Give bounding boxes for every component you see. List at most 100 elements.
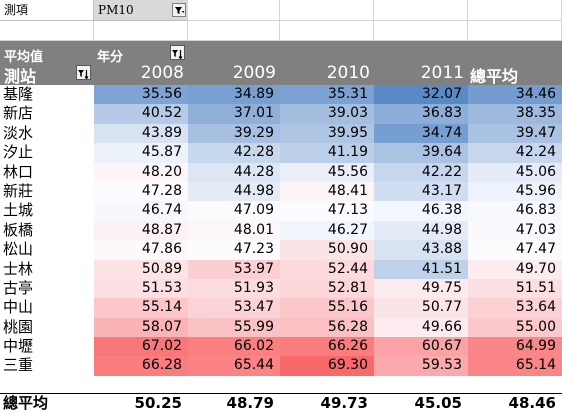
value-cell[interactable]: 37.01 (188, 104, 280, 124)
value-cell[interactable]: 50.90 (280, 240, 374, 260)
value-cell[interactable]: 47.86 (94, 240, 188, 260)
value-cell[interactable]: 44.98 (188, 181, 280, 202)
year-header-2011[interactable]: 2011 (420, 63, 464, 83)
value-cell[interactable]: 42.28 (188, 143, 280, 163)
station-label[interactable]: 松山 (0, 240, 94, 260)
value-cell[interactable]: 55.99 (188, 317, 280, 338)
value-cell[interactable]: 66.02 (188, 337, 280, 357)
value-cell[interactable]: 65.44 (188, 356, 280, 376)
year-header-2010[interactable]: 2010 (326, 63, 370, 83)
value-cell[interactable]: 34.89 (188, 85, 280, 105)
row-total-cell[interactable]: 46.83 (468, 201, 562, 221)
value-cell[interactable]: 42.22 (374, 162, 468, 182)
station-label[interactable]: 土城 (0, 201, 94, 221)
value-cell[interactable]: 32.07 (374, 85, 468, 105)
row-total-cell[interactable]: 42.24 (468, 143, 562, 163)
year-header-2009[interactable]: 2009 (232, 63, 276, 83)
station-label[interactable]: 士林 (0, 259, 94, 279)
column-filter-button[interactable] (170, 45, 185, 60)
row-total-cell[interactable]: 34.46 (468, 85, 562, 105)
value-cell[interactable]: 43.17 (374, 181, 468, 202)
value-cell[interactable]: 53.47 (188, 298, 280, 318)
grand-total-overall-cell[interactable]: 48.46 (508, 394, 556, 412)
row-total-cell[interactable]: 55.00 (468, 317, 562, 338)
value-cell[interactable]: 35.31 (280, 85, 374, 105)
grid-cell[interactable] (374, 21, 468, 41)
value-cell[interactable]: 51.93 (188, 278, 280, 299)
value-cell[interactable]: 67.02 (94, 337, 188, 357)
value-cell[interactable]: 59.53 (374, 356, 468, 376)
row-total-cell[interactable]: 64.99 (468, 337, 562, 357)
grand-total-cell[interactable]: 48.79 (226, 394, 274, 412)
grid-cell[interactable] (94, 21, 188, 41)
grid-cell[interactable] (280, 21, 374, 41)
filter-field-value[interactable]: PM10 (94, 0, 188, 21)
value-cell[interactable]: 47.28 (94, 181, 188, 202)
grand-total-cell[interactable]: 50.25 (134, 394, 182, 412)
station-label[interactable]: 三重 (0, 356, 94, 376)
row-total-cell[interactable]: 49.70 (468, 259, 562, 279)
value-cell[interactable]: 66.28 (94, 356, 188, 376)
year-header-2008[interactable]: 2008 (140, 63, 184, 83)
value-cell[interactable]: 39.64 (374, 143, 468, 163)
value-cell[interactable]: 69.30 (280, 356, 374, 376)
grand-total-cell[interactable]: 45.05 (414, 394, 462, 412)
station-label[interactable]: 林口 (0, 162, 94, 182)
value-cell[interactable]: 46.38 (374, 201, 468, 221)
row-total-cell[interactable]: 51.51 (468, 278, 562, 299)
value-cell[interactable]: 36.83 (374, 104, 468, 124)
value-cell[interactable]: 55.16 (280, 298, 374, 318)
value-cell[interactable]: 41.51 (374, 259, 468, 279)
value-cell[interactable]: 47.23 (188, 240, 280, 260)
station-label[interactable]: 古亭 (0, 278, 94, 299)
value-cell[interactable]: 53.97 (188, 259, 280, 279)
value-cell[interactable]: 34.74 (374, 123, 468, 144)
value-cell[interactable]: 60.67 (374, 337, 468, 357)
value-cell[interactable]: 48.20 (94, 162, 188, 182)
station-label[interactable]: 新店 (0, 104, 94, 124)
station-label[interactable]: 淡水 (0, 123, 94, 144)
row-filter-button[interactable] (76, 65, 91, 80)
value-cell[interactable]: 41.19 (280, 143, 374, 163)
row-total-cell[interactable]: 47.03 (468, 220, 562, 241)
station-label[interactable]: 新莊 (0, 181, 94, 202)
station-label[interactable]: 汐止 (0, 143, 94, 163)
value-cell[interactable]: 44.98 (374, 220, 468, 241)
total-column-header[interactable]: 總平均 (470, 67, 519, 86)
value-cell[interactable]: 44.28 (188, 162, 280, 182)
value-cell[interactable]: 39.95 (280, 123, 374, 144)
value-cell[interactable]: 47.09 (188, 201, 280, 221)
value-cell[interactable]: 51.53 (94, 278, 188, 299)
grid-cell[interactable] (468, 0, 562, 21)
row-total-cell[interactable]: 53.64 (468, 298, 562, 318)
value-cell[interactable]: 48.41 (280, 181, 374, 202)
row-total-cell[interactable]: 45.96 (468, 181, 562, 202)
grid-cell[interactable] (0, 21, 94, 41)
value-cell[interactable]: 35.56 (94, 85, 188, 105)
value-cell[interactable]: 50.77 (374, 298, 468, 318)
value-cell[interactable]: 52.44 (280, 259, 374, 279)
value-cell[interactable]: 46.27 (280, 220, 374, 241)
value-cell[interactable]: 39.29 (188, 123, 280, 144)
row-total-cell[interactable]: 65.14 (468, 356, 562, 376)
value-cell[interactable]: 66.26 (280, 337, 374, 357)
value-cell[interactable]: 45.87 (94, 143, 188, 163)
value-cell[interactable]: 48.01 (188, 220, 280, 241)
grid-cell[interactable] (374, 0, 468, 21)
value-cell[interactable]: 45.56 (280, 162, 374, 182)
station-label[interactable]: 中山 (0, 298, 94, 318)
row-total-cell[interactable]: 45.06 (468, 162, 562, 182)
value-cell[interactable]: 50.89 (94, 259, 188, 279)
value-cell[interactable]: 48.87 (94, 220, 188, 241)
grid-cell[interactable] (468, 21, 562, 41)
row-total-cell[interactable]: 47.47 (468, 240, 562, 260)
grand-total-cell[interactable]: 49.73 (320, 394, 368, 412)
value-cell[interactable]: 43.88 (374, 240, 468, 260)
station-label[interactable]: 中壢 (0, 337, 94, 357)
row-total-cell[interactable]: 39.47 (468, 123, 562, 144)
station-label[interactable]: 板橋 (0, 220, 94, 241)
value-cell[interactable]: 46.74 (94, 201, 188, 221)
value-cell[interactable]: 43.89 (94, 123, 188, 144)
value-cell[interactable]: 58.07 (94, 317, 188, 338)
station-label[interactable]: 桃園 (0, 317, 94, 338)
